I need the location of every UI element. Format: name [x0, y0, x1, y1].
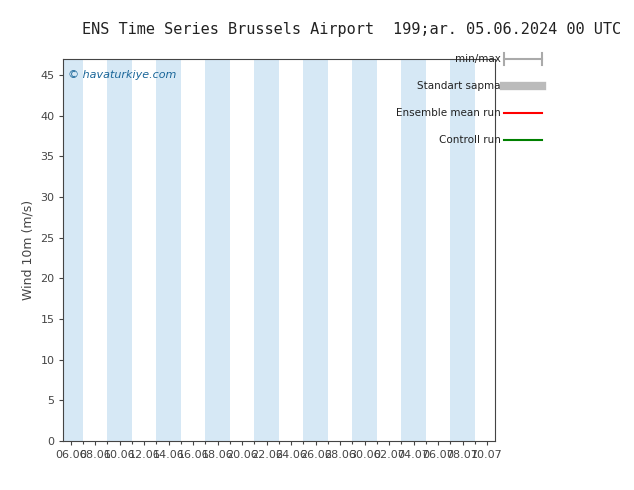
- Text: Controll run: Controll run: [439, 135, 501, 145]
- Bar: [450, 59, 475, 441]
- Text: © havaturkiye.com: © havaturkiye.com: [68, 70, 176, 80]
- Bar: [401, 59, 426, 441]
- Bar: [353, 59, 377, 441]
- Text: ENS Time Series Brussels Airport: ENS Time Series Brussels Airport: [82, 22, 375, 37]
- Text: Ensemble mean run: Ensemble mean run: [396, 108, 501, 118]
- Y-axis label: Wind 10m (m/s): Wind 10m (m/s): [22, 200, 35, 300]
- Bar: [58, 59, 83, 441]
- Bar: [205, 59, 230, 441]
- Text: Standart sapma: Standart sapma: [417, 81, 501, 91]
- Bar: [254, 59, 279, 441]
- Bar: [157, 59, 181, 441]
- Text: min/max: min/max: [455, 54, 501, 64]
- Bar: [108, 59, 132, 441]
- Bar: [304, 59, 328, 441]
- Text: 199;ar. 05.06.2024 00 UTC: 199;ar. 05.06.2024 00 UTC: [393, 22, 621, 37]
